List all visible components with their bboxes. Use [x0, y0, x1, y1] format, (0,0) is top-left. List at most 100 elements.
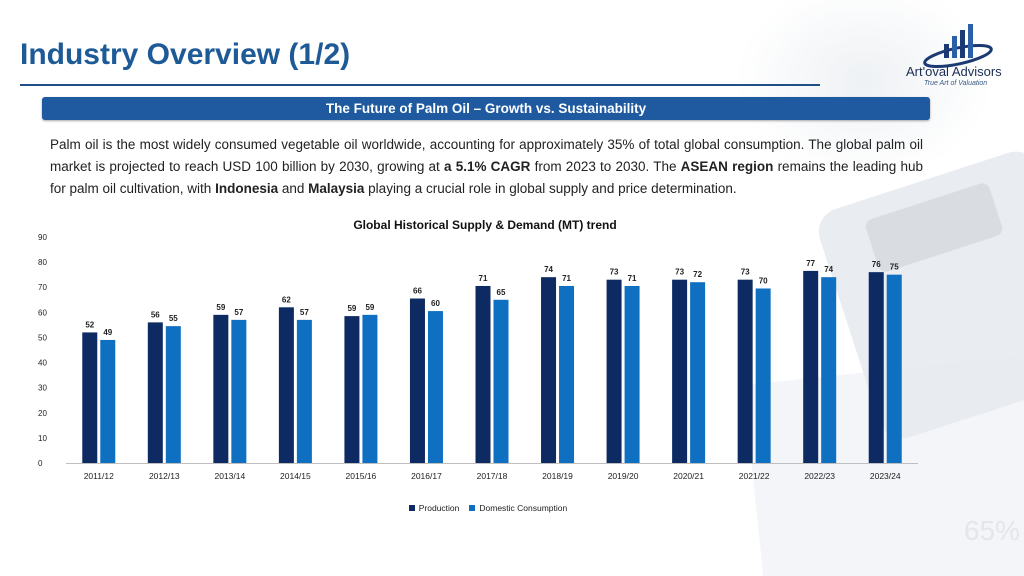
data-label: 65	[497, 288, 506, 297]
paragraph-bold-cagr: a 5.1% CAGR	[444, 159, 531, 174]
legend-item-production: Production	[408, 503, 460, 513]
paragraph-bold-malaysia: Malaysia	[308, 181, 365, 196]
data-label: 71	[562, 274, 571, 283]
bar-domestic-consumption	[165, 326, 181, 463]
bar-domestic-consumption	[493, 299, 509, 463]
data-label: 70	[759, 276, 768, 285]
bar-production	[409, 298, 425, 463]
x-tick-label: 2021/22	[739, 471, 770, 481]
bar-production	[672, 279, 688, 463]
data-label: 57	[234, 308, 243, 317]
y-tick-label: 20	[38, 409, 47, 418]
data-label: 72	[693, 270, 702, 279]
data-label: 77	[806, 259, 815, 268]
data-label: 76	[872, 260, 881, 269]
bar-production	[737, 279, 753, 463]
bar-domestic-consumption	[362, 314, 378, 463]
section-banner: The Future of Palm Oil – Growth vs. Sust…	[42, 97, 930, 120]
x-tick-label: 2022/23	[804, 471, 835, 481]
background-percent-text: 65%	[964, 515, 1021, 546]
bar-production	[344, 316, 360, 463]
x-tick-label: 2023/24	[870, 471, 901, 481]
bar-production	[147, 322, 163, 463]
y-tick-label: 50	[38, 333, 47, 342]
data-label: 71	[628, 274, 637, 283]
data-label: 73	[675, 268, 684, 277]
y-tick-label: 0	[38, 459, 43, 468]
data-label: 62	[282, 295, 291, 304]
y-tick-label: 10	[38, 434, 47, 443]
data-label: 74	[824, 265, 833, 274]
section-banner-text: The Future of Palm Oil – Growth vs. Sust…	[325, 101, 647, 116]
bar-domestic-consumption	[100, 339, 116, 463]
paragraph-text-3: remains the leading hub for palm oil cul…	[50, 159, 923, 196]
bar-production	[278, 307, 294, 463]
x-tick-label: 2019/20	[608, 471, 639, 481]
y-tick-label: 40	[38, 359, 47, 368]
y-tick-label: 60	[38, 308, 47, 317]
data-label: 75	[890, 263, 899, 272]
data-label: 71	[479, 274, 488, 283]
intro-paragraph: Palm oil is the most widely consumed veg…	[50, 134, 923, 200]
page-title: Industry Overview (1/2)	[20, 38, 351, 71]
x-tick-label: 2016/17	[411, 471, 442, 481]
x-tick-label: 2017/18	[477, 471, 508, 481]
legend-swatch-production	[408, 505, 415, 511]
data-label: 73	[741, 268, 750, 277]
paragraph-text-1: Palm oil is the most widely consumed veg…	[50, 137, 923, 174]
bar-domestic-consumption	[559, 285, 575, 463]
legend-item-domestic-consumption: Domestic Consumption	[469, 503, 567, 513]
bar-production	[868, 272, 884, 463]
bar-production	[541, 277, 557, 463]
bar-domestic-consumption	[886, 274, 902, 463]
x-tick-label: 2013/14	[214, 471, 245, 481]
x-tick-label: 2014/15	[280, 471, 311, 481]
supply-demand-bar-chart: 0 10 20 30 40 50 60 70 80 90 52 49 2011/12 56 55 2012/1…	[38, 233, 918, 481]
legend-label-domestic-consumption: Domestic Consumption	[479, 503, 568, 513]
logo-tagline: True Art of Valuation	[924, 80, 988, 87]
y-tick-label: 80	[38, 258, 47, 267]
paragraph-bold-indonesia: Indonesia	[215, 181, 279, 196]
x-tick-label: 2015/16	[346, 471, 377, 481]
legend-label-production: Production	[418, 503, 460, 513]
x-tick-label: 2011/12	[84, 471, 114, 481]
y-tick-label: 90	[38, 233, 47, 242]
bar-domestic-consumption	[821, 277, 837, 463]
paragraph-text-5: playing a crucial role in global supply …	[364, 181, 737, 196]
data-label: 59	[216, 303, 225, 312]
data-label: 66	[413, 287, 422, 296]
logo-name: Art'oval Advisors	[906, 64, 1002, 79]
background-plant-shape	[734, 0, 994, 180]
data-label: 60	[431, 299, 440, 308]
data-label: 73	[610, 268, 619, 277]
chart-legend: Production Domestic Consumption	[0, 503, 976, 513]
data-label: 52	[85, 320, 94, 329]
x-tick-label: 2020/21	[673, 471, 704, 481]
bar-domestic-consumption	[231, 319, 247, 463]
background-decoration: 65%	[694, 0, 1024, 576]
title-underline	[20, 84, 820, 86]
data-label: 56	[151, 310, 160, 319]
bar-production	[475, 285, 491, 463]
paragraph-text-4: and	[278, 181, 309, 196]
bar-production	[82, 332, 98, 463]
bar-domestic-consumption	[624, 285, 640, 463]
bar-production	[606, 279, 622, 463]
bar-production	[803, 270, 819, 463]
bar-domestic-consumption	[690, 282, 706, 463]
data-label: 55	[169, 314, 178, 323]
data-label: 49	[103, 328, 112, 337]
paragraph-bold-asean: ASEAN region	[680, 159, 774, 174]
paragraph-text-2: from 2023 to 2030. The	[530, 159, 681, 174]
data-label: 74	[544, 265, 553, 274]
chart-title: Global Historical Supply & Demand (MT) t…	[353, 218, 617, 232]
data-label: 59	[347, 304, 356, 313]
data-label: 57	[300, 308, 309, 317]
bar-growth-logo-icon	[923, 24, 993, 69]
data-label: 59	[365, 303, 374, 312]
bar-domestic-consumption	[296, 319, 312, 463]
bar-domestic-consumption	[427, 311, 443, 463]
legend-swatch-domestic-consumption	[469, 505, 476, 511]
x-tick-label: 2018/19	[542, 471, 573, 481]
bar-domestic-consumption	[755, 288, 771, 463]
